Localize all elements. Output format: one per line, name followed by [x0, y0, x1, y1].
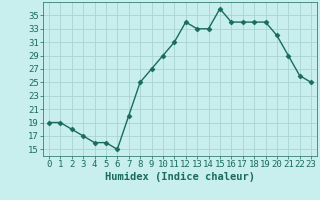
X-axis label: Humidex (Indice chaleur): Humidex (Indice chaleur)	[105, 172, 255, 182]
